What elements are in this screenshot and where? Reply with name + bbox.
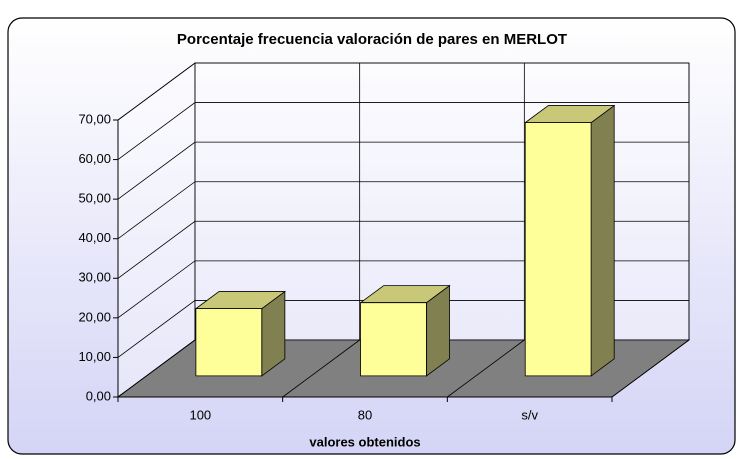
grid-line [117,181,689,240]
x-axis-title: valores obtenidos [309,434,420,449]
y-tick-label: 50,00 [78,191,111,206]
floor-divider [117,339,196,398]
grid-line [117,260,689,319]
y-tick-label: 20,00 [78,309,111,324]
x-tick-label: s/v [521,407,538,422]
bar [195,308,263,377]
y-tick-label: 30,00 [78,270,111,285]
grid-line [117,62,689,121]
bar-side [590,104,615,377]
chart-title: Porcentaje frecuencia valoración de pare… [177,31,567,48]
y-tick-label: 40,00 [78,230,111,245]
bar [524,122,592,377]
x-tick-label: 100 [189,407,211,422]
floor-divider [282,339,360,398]
grid-line [117,220,689,279]
grid-line [117,141,689,200]
bar [360,302,427,377]
x-tick-label: 80 [358,407,372,422]
y-tick-label: 10,00 [78,349,111,364]
floor-divider [447,339,525,398]
y-tick-label: 60,00 [78,151,111,166]
y-tick-label: 70,00 [78,111,111,126]
floor-divider [611,339,690,398]
grid-line [117,102,689,160]
grid-line [117,300,689,358]
y-tick-label: 0,00 [86,388,111,403]
